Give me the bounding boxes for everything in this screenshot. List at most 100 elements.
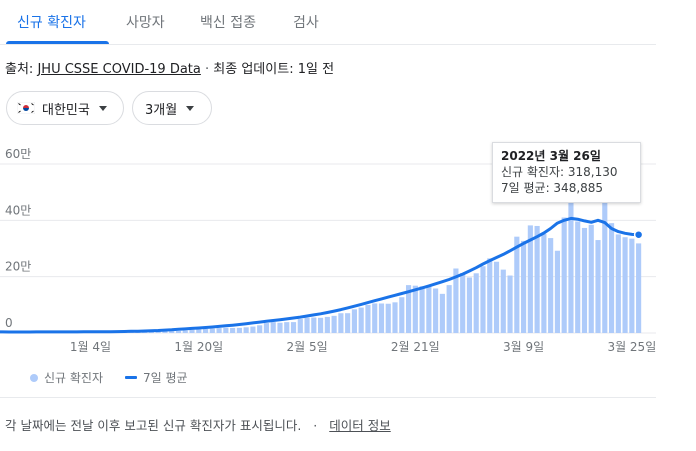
tooltip-new-cases: 신규 확진자: 318,130 [501, 165, 618, 179]
period-dropdown[interactable]: 3개월 [132, 91, 212, 125]
legend-average: 7일 평균 [143, 371, 188, 385]
case-bar[interactable] [277, 322, 283, 333]
case-bar[interactable] [466, 277, 473, 333]
case-bar[interactable] [588, 224, 594, 333]
cases-chart[interactable]: 0 20만 40만 60만 1월 4일 1월 20일 2월 5일 2월 21일 3월 9일 3월 … [0, 140, 660, 360]
case-bar[interactable] [405, 285, 412, 333]
case-bar[interactable] [433, 288, 439, 333]
case-bar[interactable] [487, 258, 493, 333]
case-bar[interactable] [608, 223, 615, 333]
case-bar[interactable] [629, 238, 635, 333]
case-bar[interactable] [209, 328, 215, 333]
case-bar[interactable] [581, 227, 588, 333]
case-bar[interactable] [453, 268, 459, 333]
case-bar[interactable] [345, 313, 351, 333]
case-bar[interactable] [351, 309, 357, 333]
case-bar[interactable] [243, 327, 249, 333]
case-bar[interactable] [223, 327, 229, 333]
case-bar[interactable] [290, 322, 297, 333]
case-bar[interactable] [460, 273, 466, 333]
case-bar[interactable] [473, 273, 479, 333]
y-tick-label: 60만 [5, 147, 31, 161]
source-line: 출처: JHU CSSE COVID-19 Data · 최종 업데이트: 1일… [5, 58, 334, 77]
case-bar[interactable] [521, 240, 527, 333]
tab-tests[interactable]: 검사 [293, 15, 319, 31]
case-bar[interactable] [162, 331, 168, 333]
case-bar[interactable] [412, 285, 418, 333]
case-bar[interactable] [554, 250, 560, 333]
case-bar[interactable] [155, 331, 161, 333]
case-bar[interactable] [636, 243, 642, 333]
x-tick-label: 3월 25일 [607, 340, 656, 354]
case-bar[interactable] [426, 286, 432, 333]
case-bar[interactable] [324, 316, 330, 333]
source-separator: · [205, 62, 210, 77]
case-bar[interactable] [446, 285, 452, 333]
case-bar[interactable] [561, 217, 567, 333]
tooltip-average: 7일 평균: 348,885 [501, 181, 604, 195]
source-link[interactable]: JHU CSSE COVID-19 Data [37, 62, 201, 77]
case-bar[interactable] [568, 200, 574, 333]
y-tick-label: 20만 [5, 260, 31, 274]
footer-separator: · [313, 418, 318, 433]
case-bar[interactable] [541, 233, 547, 333]
case-bar[interactable] [338, 313, 344, 333]
case-bar[interactable] [439, 293, 445, 333]
case-bar[interactable] [169, 331, 175, 333]
tab-new-cases[interactable]: 신규 확진자 [17, 15, 86, 31]
tab-deaths[interactable]: 사망자 [126, 15, 165, 31]
south-korea-flag-icon [17, 102, 35, 114]
case-bar[interactable] [216, 328, 222, 333]
case-bar[interactable] [365, 304, 371, 333]
case-bar[interactable] [514, 236, 520, 333]
case-bar[interactable] [548, 238, 554, 333]
case-bar[interactable] [236, 327, 242, 333]
chart-legend: 신규 확진자 7일 평균 [30, 369, 188, 386]
case-bar[interactable] [202, 328, 209, 333]
case-bar[interactable] [263, 323, 270, 333]
case-bar[interactable] [500, 269, 506, 333]
case-bar[interactable] [189, 329, 195, 333]
case-bar[interactable] [622, 237, 628, 333]
case-bar[interactable] [250, 326, 256, 333]
data-info-link[interactable]: 데이터 정보 [329, 418, 391, 433]
case-bar[interactable] [284, 322, 290, 333]
footer-note: 각 날짜에는 전날 이후 보고된 신규 확진자가 표시됩니다. · 데이터 정보 [5, 415, 391, 434]
case-bar[interactable] [480, 266, 486, 333]
case-bar[interactable] [318, 317, 324, 333]
case-bar[interactable] [358, 307, 364, 333]
case-bar[interactable] [527, 225, 533, 333]
case-bar[interactable] [372, 303, 378, 333]
case-bar[interactable] [297, 319, 303, 333]
case-bar[interactable] [196, 329, 202, 333]
case-bar[interactable] [399, 297, 405, 333]
case-bar[interactable] [385, 303, 391, 333]
period-label: 3개월 [145, 102, 178, 118]
case-bar[interactable] [311, 317, 317, 333]
case-bar[interactable] [257, 325, 263, 333]
case-bar[interactable] [507, 275, 513, 333]
tab-vaccinations[interactable]: 백신 접종 [200, 15, 256, 31]
case-bar[interactable] [575, 221, 581, 333]
region-dropdown[interactable]: 대한민국 [6, 91, 124, 125]
active-tab-indicator [6, 41, 109, 44]
chevron-down-icon [98, 105, 107, 111]
case-bar[interactable] [392, 302, 398, 333]
case-bar[interactable] [175, 330, 182, 333]
case-bar[interactable] [182, 330, 188, 333]
footer-text: 각 날짜에는 전날 이후 보고된 신규 확진자가 표시됩니다. [5, 418, 302, 433]
case-bar[interactable] [493, 261, 500, 333]
case-bar[interactable] [534, 225, 540, 333]
y-tick-label: 40만 [5, 203, 31, 217]
case-bar[interactable] [615, 234, 621, 333]
case-bar[interactable] [378, 303, 385, 333]
case-bar[interactable] [331, 315, 337, 333]
case-bar[interactable] [602, 200, 608, 333]
case-bar[interactable] [270, 322, 276, 333]
case-bar[interactable] [419, 286, 425, 333]
divider [0, 397, 656, 398]
x-tick-label: 2월 21일 [391, 340, 440, 354]
case-bar[interactable] [595, 240, 601, 333]
case-bar[interactable] [304, 317, 310, 333]
case-bar[interactable] [230, 327, 236, 333]
